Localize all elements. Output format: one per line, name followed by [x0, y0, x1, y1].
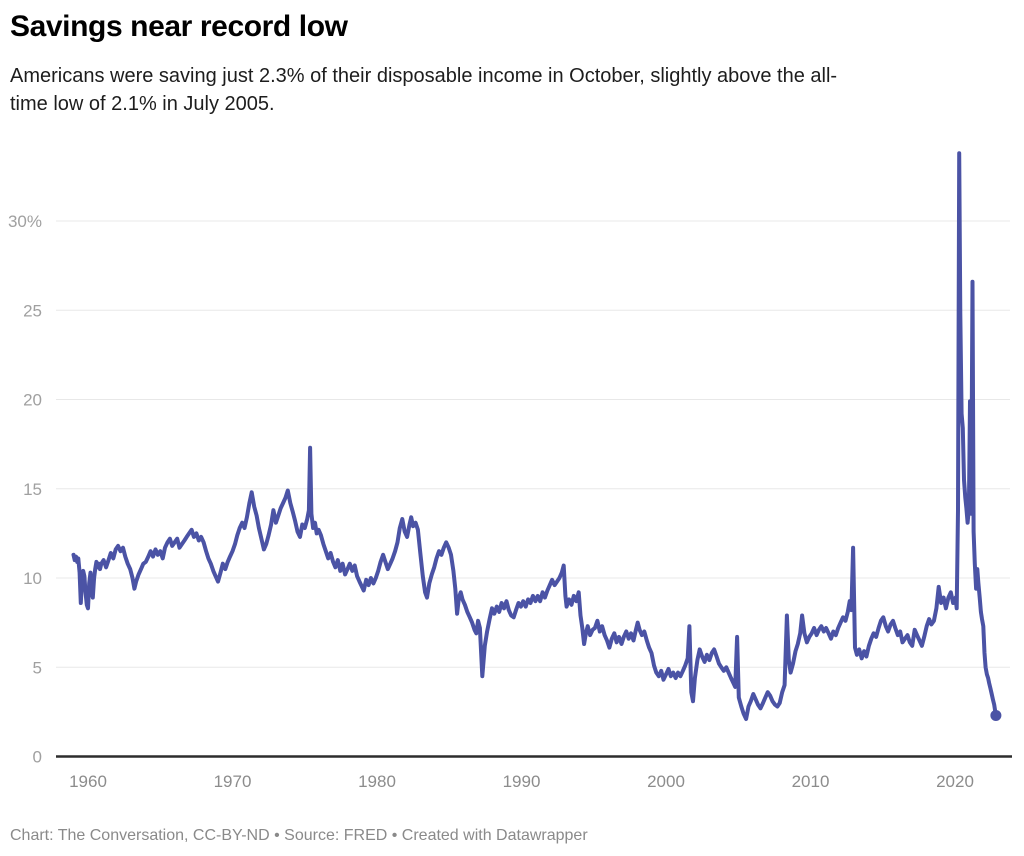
- x-tick-label: 2010: [792, 772, 830, 791]
- y-tick-label: 10: [23, 569, 42, 588]
- chart-subtitle: Americans were saving just 2.3% of their…: [10, 62, 1018, 118]
- chart-subtitle-line-1: Americans were saving just 2.3% of their…: [10, 65, 838, 87]
- y-tick-label: 25: [23, 301, 42, 320]
- x-tick-label: 1960: [69, 772, 107, 791]
- chart-attribution: Chart: The Conversation, CC-BY-ND • Sour…: [10, 827, 588, 844]
- y-tick-label: 0: [33, 748, 42, 767]
- y-tick-label: 30%: [8, 212, 42, 231]
- y-tick-label: 5: [33, 658, 42, 677]
- savings-rate-series-line: [71, 151, 998, 721]
- x-tick-label: 2020: [936, 772, 974, 791]
- chart-subtitle-line-2: time low of 2.1% in July 2005.: [10, 93, 275, 115]
- x-tick-label: 2000: [647, 772, 685, 791]
- y-tick-label: 15: [23, 480, 42, 499]
- x-tick-label: 1990: [503, 772, 541, 791]
- y-tick-label: 20: [23, 391, 42, 410]
- x-tick-label: 1980: [358, 772, 396, 791]
- chart-title: Savings near record low: [10, 10, 348, 43]
- x-tick-label: 1970: [214, 772, 252, 791]
- series-endpoint-dot: [990, 709, 1002, 721]
